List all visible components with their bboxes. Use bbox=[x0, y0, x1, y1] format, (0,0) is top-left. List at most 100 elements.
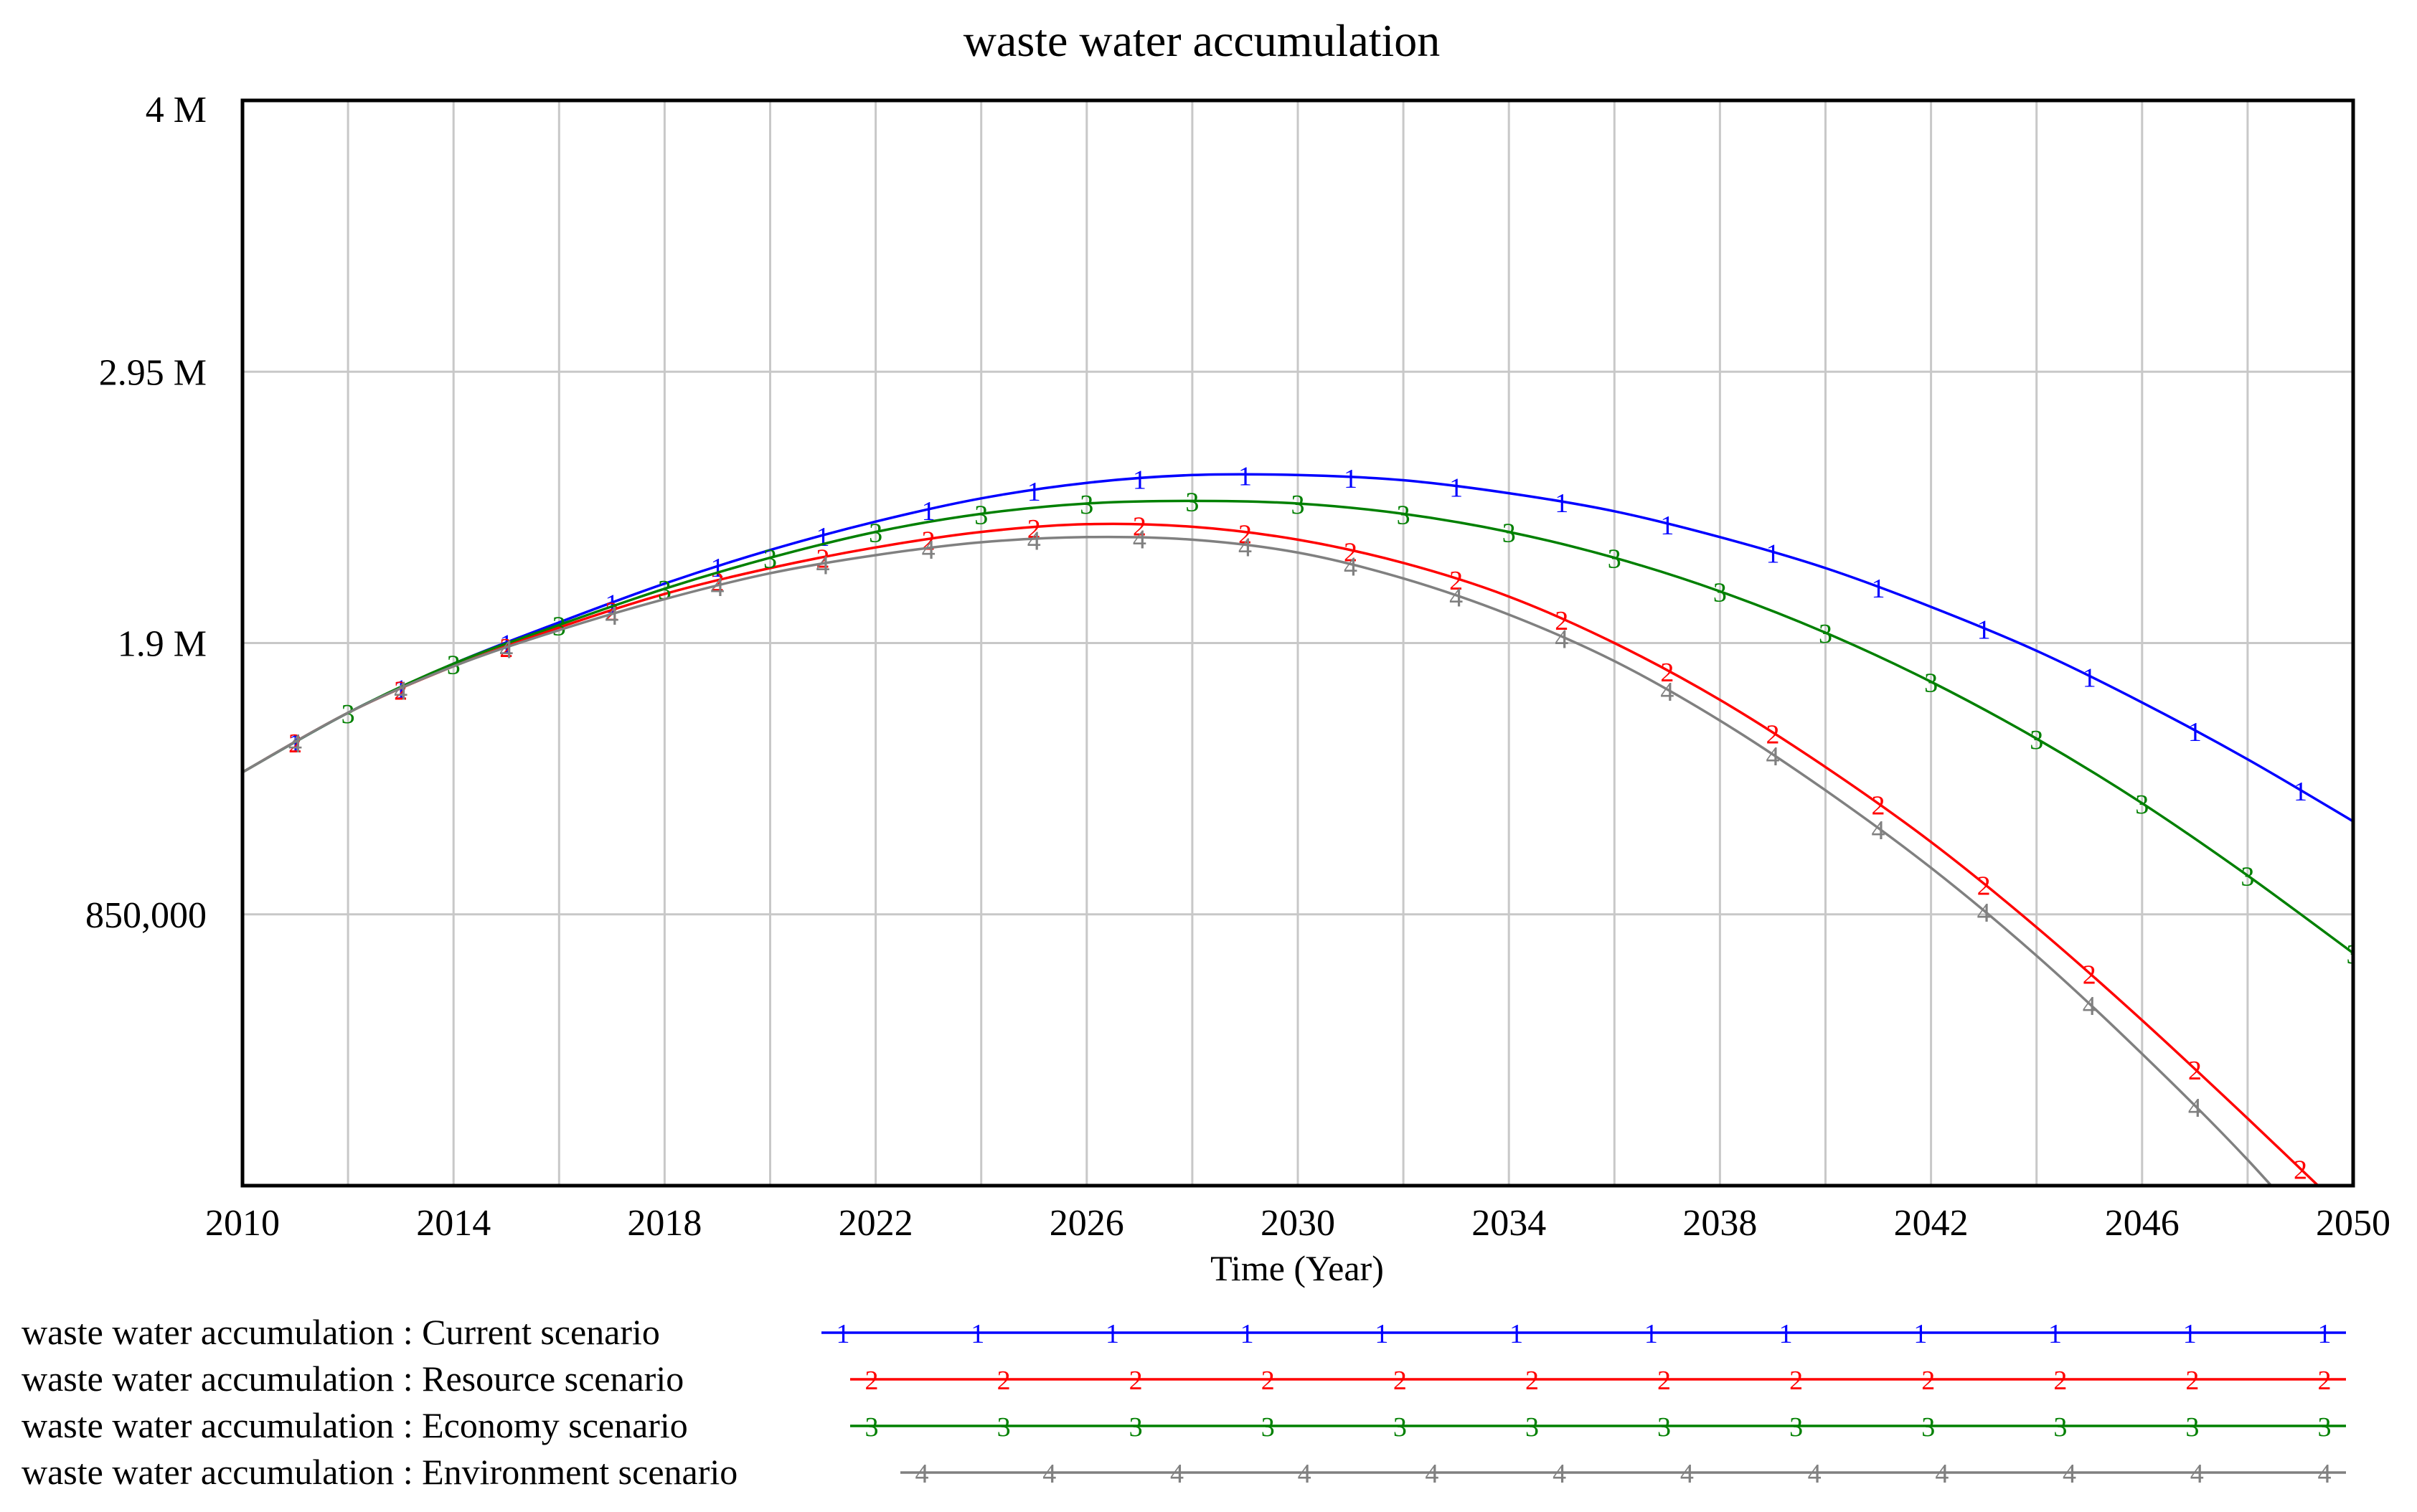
series-marker: 3 bbox=[1608, 544, 1621, 575]
chart-title: waste water accumulation bbox=[963, 15, 1441, 66]
series-marker: 2 bbox=[394, 676, 407, 706]
series-marker: 1 bbox=[1660, 511, 1674, 541]
series-marker: 4 bbox=[2188, 1093, 2202, 1123]
series-line-environment bbox=[242, 535, 2274, 1186]
series-marker: 1 bbox=[710, 553, 724, 583]
legend-marker: 1 bbox=[971, 1319, 984, 1349]
x-tick-label: 2010 bbox=[205, 1203, 280, 1244]
series-line-economy bbox=[242, 499, 2353, 955]
series-marker: 3 bbox=[2347, 940, 2360, 970]
series-marker: 1 bbox=[1133, 466, 1146, 496]
series-marker: 3 bbox=[2135, 790, 2149, 820]
legend-marker: 2 bbox=[997, 1366, 1011, 1396]
x-tick-label: 2026 bbox=[1050, 1203, 1124, 1244]
series-marker: 3 bbox=[869, 519, 882, 549]
series-marker: 4 bbox=[710, 572, 724, 603]
series-marker: 4 bbox=[1449, 583, 1463, 613]
legend-marker: 4 bbox=[1425, 1459, 1438, 1489]
series-marker: 2 bbox=[1133, 512, 1146, 542]
series-marker: 2 bbox=[1977, 871, 1991, 901]
legend-marker: 3 bbox=[2053, 1412, 2067, 1442]
y-tick-label: 850,000 bbox=[85, 895, 207, 936]
series-marker: 3 bbox=[1397, 500, 1410, 530]
legend-marker: 1 bbox=[1913, 1319, 1927, 1349]
series-marker: 3 bbox=[1502, 519, 1516, 549]
legend-marker: 4 bbox=[1553, 1459, 1566, 1489]
legend-marker: 3 bbox=[1921, 1412, 1935, 1442]
series-marker: 4 bbox=[2294, 1206, 2307, 1236]
series-marker: 4 bbox=[605, 601, 618, 631]
series-marker: 2 bbox=[816, 544, 830, 575]
series-line-current bbox=[242, 473, 2353, 823]
legend-marker: 1 bbox=[2183, 1319, 2197, 1349]
series-marker: 2 bbox=[1766, 720, 1779, 750]
series-marker: 4 bbox=[816, 551, 830, 581]
legend-marker: 2 bbox=[2185, 1366, 2199, 1396]
legend-marker: 1 bbox=[2048, 1319, 2062, 1349]
legend-marker: 1 bbox=[1240, 1319, 1254, 1349]
legend-marker: 4 bbox=[915, 1459, 929, 1489]
series-marker: 4 bbox=[1344, 552, 1357, 582]
legend-marker: 3 bbox=[1129, 1412, 1143, 1442]
legend-marker: 2 bbox=[1261, 1366, 1275, 1396]
grid bbox=[241, 99, 2355, 1186]
legend-marker: 3 bbox=[1657, 1412, 1671, 1442]
legend-marker: 2 bbox=[1129, 1366, 1143, 1396]
series-marker: 3 bbox=[1080, 490, 1093, 520]
legend-marker: 1 bbox=[837, 1319, 850, 1349]
y-axis-ticks: 4 M 2.95 M 1.9 M 850,000 bbox=[85, 90, 207, 936]
series-marker: 1 bbox=[288, 729, 302, 759]
legend-marker: 1 bbox=[1644, 1319, 1658, 1349]
series-marker: 4 bbox=[1766, 742, 1779, 772]
series-marker: 3 bbox=[341, 699, 355, 729]
series-marker: 3 bbox=[1185, 487, 1199, 517]
series-marker: 1 bbox=[1238, 461, 1252, 491]
series-marker: 2 bbox=[288, 729, 302, 759]
series-marker: 2 bbox=[1449, 566, 1463, 596]
legend-marker: 2 bbox=[1657, 1366, 1671, 1396]
series-marker: 3 bbox=[2241, 862, 2254, 892]
legend-marker: 2 bbox=[865, 1366, 879, 1396]
series-marker: 3 bbox=[552, 611, 566, 641]
legend-marker: 1 bbox=[2318, 1319, 2332, 1349]
legend-marker: 2 bbox=[2318, 1366, 2332, 1396]
legend-marker: 1 bbox=[1106, 1319, 1119, 1349]
series-marker: 3 bbox=[1713, 577, 1727, 608]
series-marker: 3 bbox=[1291, 490, 1305, 520]
legend-marker: 2 bbox=[1525, 1366, 1539, 1396]
series-marker: 1 bbox=[1555, 488, 1568, 519]
legend-marker: 3 bbox=[1525, 1412, 1539, 1442]
legend-marker: 4 bbox=[1042, 1459, 1056, 1489]
series-marker: 4 bbox=[1027, 526, 1041, 556]
legend-marker: 1 bbox=[1509, 1319, 1523, 1349]
legend-marker: 3 bbox=[865, 1412, 879, 1442]
legend-marker: 3 bbox=[1789, 1412, 1803, 1442]
legend-marker: 4 bbox=[1298, 1459, 1311, 1489]
series-marker: 4 bbox=[1133, 525, 1146, 555]
x-tick-label: 2042 bbox=[1894, 1203, 1969, 1244]
legend-marker: 4 bbox=[1170, 1459, 1184, 1489]
series-marker: 1 bbox=[2083, 663, 2096, 693]
series-marker: 3 bbox=[2030, 725, 2043, 755]
legend: waste water accumulation : Current scena… bbox=[22, 1312, 2346, 1492]
series-marker: 1 bbox=[1766, 539, 1779, 569]
series-marker: 4 bbox=[922, 535, 936, 565]
series-marker: 3 bbox=[1924, 668, 1938, 699]
legend-marker: 3 bbox=[997, 1412, 1011, 1442]
series-marker: 1 bbox=[2188, 717, 2202, 747]
series-line-resource bbox=[242, 522, 2320, 1186]
series-environment: 4 4 4 4 4 4 4 4 4 4 4 4 4 4 4 4 4 4 4 4 bbox=[242, 525, 2307, 1236]
x-tick-label: 2034 bbox=[1471, 1203, 1546, 1244]
series-marker: 2 bbox=[710, 567, 724, 597]
series-marker: 4 bbox=[1238, 532, 1252, 562]
series-marker: 4 bbox=[1660, 677, 1674, 707]
legend-marker: 2 bbox=[1393, 1366, 1407, 1396]
legend-marker: 4 bbox=[2318, 1459, 2332, 1489]
series-marker: 4 bbox=[2083, 991, 2096, 1021]
y-tick-label: 4 M bbox=[146, 90, 207, 131]
series-marker: 2 bbox=[2188, 1056, 2202, 1086]
series-marker: 2 bbox=[2083, 960, 2096, 991]
